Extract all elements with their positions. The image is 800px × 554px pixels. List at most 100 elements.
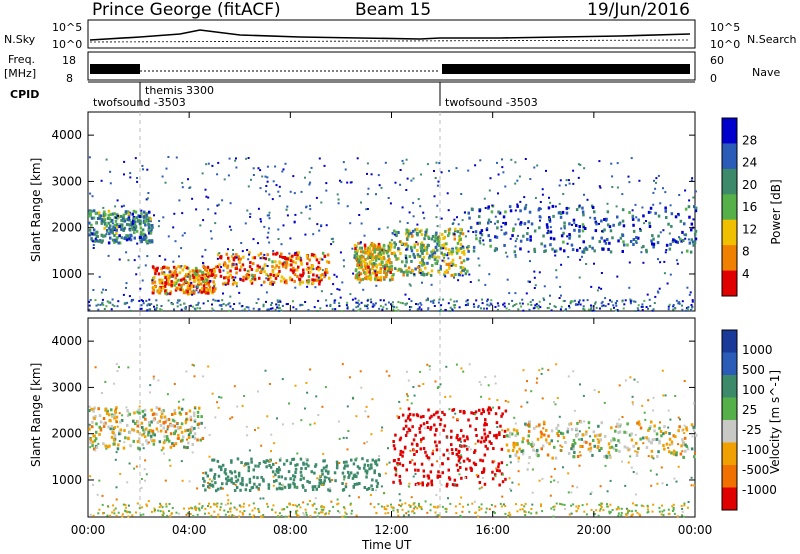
power-cell — [255, 302, 258, 304]
power-cell — [117, 241, 120, 245]
velocity-cell — [484, 421, 487, 425]
velocity-cell — [345, 436, 348, 439]
power-cell — [456, 230, 460, 234]
power-cell — [368, 268, 372, 272]
velocity-cell — [427, 476, 431, 480]
power-cell — [111, 222, 114, 225]
velocity-cell — [474, 442, 477, 445]
power-cell — [299, 273, 302, 277]
cpid-segment-1: twofsound -3503 — [93, 96, 186, 109]
velocity-cell — [252, 516, 254, 518]
power-cell — [317, 276, 320, 279]
velocity-cell — [394, 433, 397, 437]
velocity-cell — [207, 365, 210, 368]
power-cell — [677, 302, 680, 305]
velocity-cell — [315, 395, 318, 398]
power-cell — [684, 237, 687, 240]
velocity-cell — [455, 436, 458, 440]
velocity-cell — [311, 488, 315, 492]
velocity-cell — [592, 430, 596, 434]
velocity-cell — [541, 444, 545, 448]
velocity-cell — [488, 440, 491, 444]
velocity-cell — [501, 429, 504, 432]
velocity-cell — [572, 447, 575, 451]
velocity-cell — [535, 511, 538, 514]
power-cell — [146, 216, 149, 220]
power-cell — [519, 221, 523, 225]
power-cell — [690, 304, 693, 306]
power-cell — [304, 233, 307, 236]
velocity-cell — [111, 415, 114, 418]
power-cell — [575, 224, 578, 227]
colorbar-swatch — [722, 270, 737, 297]
velocity-cell — [428, 459, 431, 462]
power-cell — [683, 233, 686, 236]
power-cell — [525, 203, 528, 206]
power-cell — [379, 305, 382, 307]
power-cell — [239, 257, 242, 261]
velocity-cell — [102, 417, 106, 420]
power-cell — [425, 299, 428, 302]
power-cell — [248, 309, 251, 312]
velocity-cell — [399, 436, 403, 440]
power-cell — [214, 265, 218, 269]
velocity-cell — [408, 412, 412, 416]
velocity-cell — [101, 494, 104, 497]
velocity-cell — [364, 410, 367, 413]
power-cell — [384, 264, 387, 267]
power-cell — [512, 229, 515, 232]
power-cell — [670, 224, 673, 228]
power-cell — [166, 281, 169, 285]
power-cell — [207, 291, 210, 295]
velocity-cell — [430, 483, 434, 487]
power-cell — [523, 207, 527, 211]
power-cell — [474, 230, 478, 234]
power-cell — [316, 310, 319, 312]
power-cell — [359, 257, 363, 260]
power-cell — [447, 263, 451, 266]
power-cell — [102, 304, 105, 306]
power-cell — [128, 237, 131, 241]
velocity-cell — [346, 464, 349, 468]
power-cell — [643, 299, 646, 302]
velocity-cell — [102, 424, 106, 428]
velocity-cell — [213, 510, 216, 513]
velocity-cell — [398, 493, 401, 496]
power-cell — [377, 228, 380, 231]
velocity-cell — [576, 421, 579, 425]
velocity-cell — [124, 503, 127, 506]
velocity-cell — [132, 419, 135, 423]
velocity-cell — [187, 441, 190, 445]
velocity-cell — [634, 509, 637, 512]
power-cell — [142, 215, 146, 219]
velocity-cell — [126, 414, 130, 418]
power-cell — [212, 309, 215, 312]
power-cell — [242, 278, 245, 282]
power-cell — [528, 210, 532, 214]
velocity-cell — [166, 393, 169, 396]
power-cell — [558, 184, 561, 187]
power-cell — [516, 203, 519, 206]
colorbar-swatch — [722, 245, 737, 272]
power-cell — [517, 308, 520, 311]
power-cell — [286, 205, 289, 208]
cpid-label: CPID — [10, 88, 40, 101]
power-cell — [666, 282, 669, 285]
velocity-cell — [115, 363, 118, 365]
power-cell — [129, 172, 132, 175]
power-cell — [411, 269, 415, 273]
power-cell — [269, 307, 272, 310]
power-cell — [312, 268, 315, 270]
power-cell — [272, 273, 275, 277]
velocity-cell — [481, 471, 484, 474]
power-cell — [611, 236, 614, 240]
power-cell — [123, 227, 125, 230]
power-cell — [486, 298, 489, 301]
power-cell — [634, 310, 637, 312]
power-cell — [272, 281, 276, 284]
power-cell — [137, 214, 140, 218]
velocity-cell — [296, 509, 299, 512]
velocity-cell — [299, 457, 303, 461]
power-cell — [253, 277, 257, 281]
velocity-cell — [335, 460, 339, 464]
